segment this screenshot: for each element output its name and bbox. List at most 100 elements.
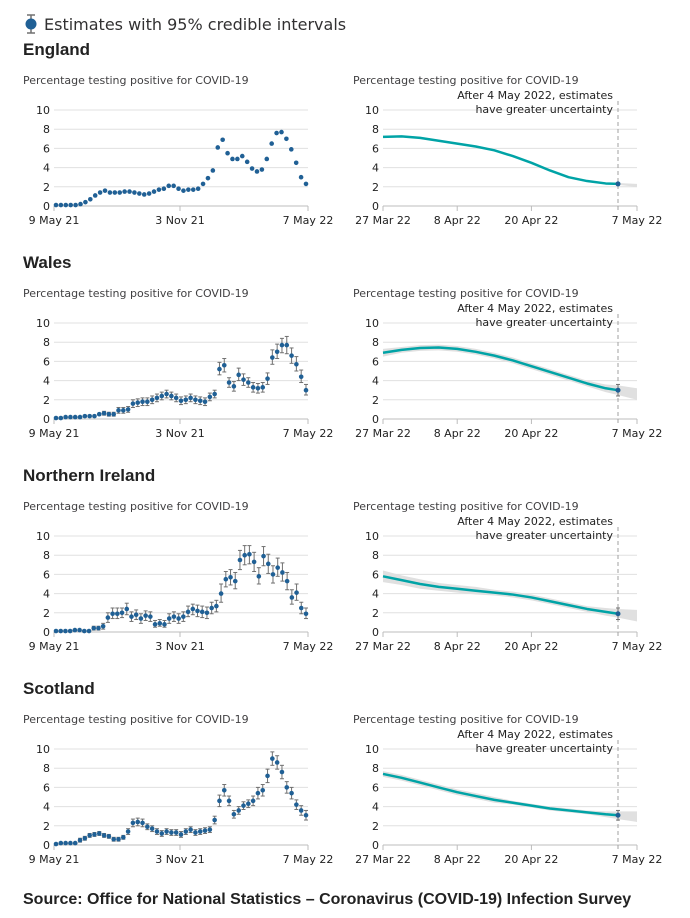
data-point [250, 798, 256, 804]
chart-subtitle: Percentage testing positive for COVID-19 [23, 713, 249, 726]
chart-england-modelled: 0 2 4 6 8 10 27 Mar 22 8 Apr 22 20 Apr 22 7 May 2… [355, 89, 663, 227]
data-point [88, 196, 93, 202]
y-tick-label: 0 [372, 200, 379, 213]
data-point [149, 397, 155, 403]
data-point [279, 342, 285, 348]
data-point [82, 628, 87, 634]
y-tick-label: 4 [43, 162, 50, 175]
y-tick-label: 2 [372, 820, 379, 833]
y-tick-label: 10 [365, 317, 379, 330]
data-point [205, 175, 211, 181]
y-tick-label: 8 [43, 549, 50, 562]
data-point [232, 578, 238, 584]
legend: Estimates with 95% credible intervals [24, 12, 346, 36]
data-point [77, 414, 83, 420]
data-point [265, 376, 270, 381]
data-point [58, 840, 64, 846]
data-point [164, 829, 169, 834]
data-point [92, 832, 97, 837]
data-point [148, 614, 153, 619]
x-tick-label: 7 May 22 [283, 427, 334, 440]
data-point [97, 190, 103, 195]
data-point [284, 785, 290, 790]
data-point [82, 413, 88, 419]
y-tick-label: 8 [43, 762, 50, 775]
chart-subtitle: Percentage testing positive for COVID-19 [23, 500, 249, 513]
data-point [68, 840, 73, 846]
y-tick-label: 4 [43, 375, 50, 388]
latest-estimate-point [615, 812, 621, 818]
data-point [288, 147, 294, 152]
data-point [152, 622, 158, 627]
data-point [195, 186, 201, 192]
data-point [270, 355, 275, 360]
y-tick-label: 6 [372, 355, 379, 368]
y-tick-label: 2 [372, 607, 379, 620]
chart-subtitle: Percentage testing positive for COVID-19 [353, 74, 579, 87]
data-point [92, 193, 98, 198]
data-point [178, 832, 184, 837]
chart-wales-modelled: 0 2 4 6 8 10 27 Mar 22 8 Apr 22 20 Apr 22 7 May 2… [355, 302, 662, 440]
data-point [151, 189, 157, 194]
y-tick-label: 0 [43, 626, 50, 639]
data-point [162, 622, 167, 627]
data-point [77, 837, 83, 843]
x-tick-label: 7 May 22 [283, 640, 334, 653]
y-tick-label: 6 [43, 355, 50, 368]
data-point [133, 612, 139, 618]
x-tick-label: 8 Apr 22 [434, 427, 481, 440]
source-note: Source: Office for National Statistics –… [23, 891, 632, 908]
data-point [284, 578, 290, 584]
data-point [207, 827, 213, 832]
x-tick-label: 27 Mar 22 [355, 640, 411, 653]
x-tick-label: 7 May 22 [612, 214, 663, 227]
chart-subtitle: Percentage testing positive for COVID-19 [353, 713, 579, 726]
data-point [102, 188, 108, 193]
data-point [236, 372, 241, 378]
data-point [173, 830, 179, 835]
data-point [149, 826, 155, 831]
x-tick-label: 27 Mar 22 [355, 853, 411, 866]
data-point [185, 609, 191, 615]
latest-estimate-point [615, 181, 621, 187]
data-point [145, 824, 150, 830]
data-point [293, 160, 299, 166]
data-point [254, 169, 260, 174]
y-tick-label: 2 [43, 181, 50, 194]
x-tick-label: 9 May 21 [29, 853, 80, 866]
data-point [217, 798, 222, 804]
data-point [96, 411, 102, 417]
x-tick-label: 9 May 21 [29, 640, 80, 653]
data-point [176, 616, 181, 621]
data-point [53, 841, 59, 847]
data-point [265, 773, 270, 779]
data-point [53, 202, 59, 208]
annotation-text: have greater uncertainty [475, 529, 613, 542]
data-point [111, 411, 116, 417]
y-tick-label: 8 [372, 549, 379, 562]
data-point [270, 572, 276, 577]
data-point [176, 186, 181, 192]
x-tick-label: 27 Mar 22 [355, 214, 411, 227]
credible-interval-band [383, 570, 637, 622]
data-point [77, 627, 82, 633]
y-tick-label: 6 [43, 781, 50, 794]
data-point [110, 611, 115, 617]
data-point [87, 833, 92, 838]
data-point [303, 812, 309, 818]
x-tick-label: 3 Nov 21 [155, 214, 204, 227]
data-point [289, 595, 295, 600]
data-point [171, 183, 176, 189]
data-point [241, 377, 246, 382]
y-tick-label: 8 [43, 123, 50, 136]
annotation-text: have greater uncertainty [475, 103, 613, 116]
data-point [298, 374, 304, 380]
legend-label: Estimates with 95% credible intervals [44, 14, 347, 34]
data-point [106, 834, 112, 839]
data-point [137, 191, 142, 196]
data-point [58, 202, 64, 208]
y-tick-label: 10 [365, 104, 379, 117]
data-point [212, 391, 217, 397]
data-point [129, 614, 134, 619]
data-point [260, 385, 266, 390]
